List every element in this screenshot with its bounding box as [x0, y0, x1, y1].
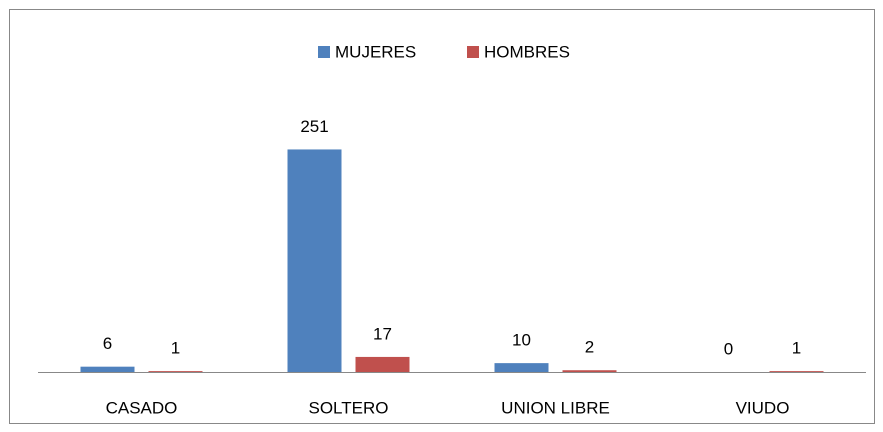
legend-swatch: [467, 46, 479, 58]
data-label: 6: [103, 334, 112, 353]
data-label: 17: [373, 324, 392, 343]
x-tick-label: SOLTERO: [309, 398, 389, 417]
data-label: 251: [300, 117, 328, 136]
data-label: 2: [585, 338, 594, 357]
data-label: 10: [512, 331, 531, 350]
x-tick-label: UNION LIBRE: [501, 398, 610, 417]
data-label: 0: [724, 339, 733, 358]
legend-label: MUJERES: [335, 42, 416, 61]
x-tick-label: CASADO: [106, 398, 178, 417]
bar: [494, 363, 549, 372]
bar: [287, 149, 342, 372]
chart-frame: [9, 9, 875, 424]
legend-swatch: [318, 46, 330, 58]
bar: [769, 371, 824, 372]
bar: [80, 366, 135, 372]
bar: [562, 370, 617, 372]
x-tick-label: VIUDO: [736, 398, 790, 417]
data-label: 1: [792, 339, 801, 358]
legend-label: HOMBRES: [484, 42, 570, 61]
bar: [148, 371, 203, 372]
data-label: 1: [171, 339, 180, 358]
bar: [355, 356, 410, 372]
